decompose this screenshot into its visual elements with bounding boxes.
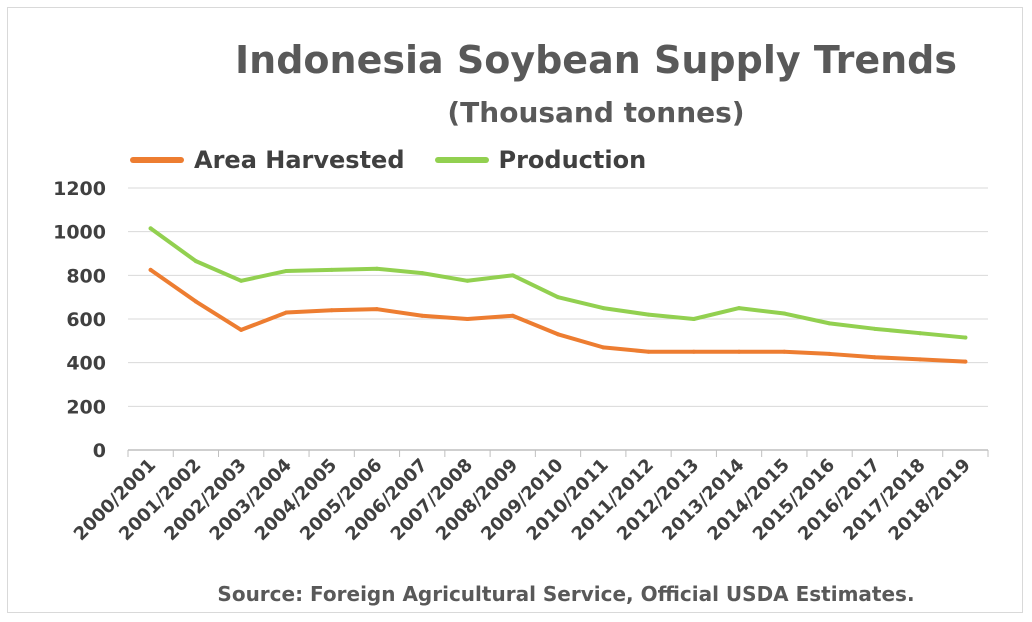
data-point-production xyxy=(374,266,379,271)
y-tick-label: 0 xyxy=(93,440,106,462)
series-line-production xyxy=(148,226,968,340)
data-point-area-harvested xyxy=(963,359,968,364)
y-tick-label: 200 xyxy=(66,396,106,418)
data-point-area-harvested xyxy=(646,349,651,354)
data-point-area-harvested xyxy=(782,349,787,354)
chart-legend: Area Harvested Production xyxy=(130,146,646,174)
y-tick-label: 1000 xyxy=(53,222,106,244)
data-point-production xyxy=(872,326,877,331)
legend-swatch-area-harvested xyxy=(130,157,184,163)
data-point-production xyxy=(329,267,334,272)
data-point-production xyxy=(239,278,244,283)
data-point-production xyxy=(601,306,606,311)
data-point-production xyxy=(510,273,515,278)
data-point-area-harvested xyxy=(691,349,696,354)
data-point-production xyxy=(646,312,651,317)
data-point-production xyxy=(827,321,832,326)
legend-label-production: Production xyxy=(498,146,647,174)
data-point-production xyxy=(465,278,470,283)
data-point-area-harvested xyxy=(148,267,153,272)
data-point-area-harvested xyxy=(918,357,923,362)
data-point-area-harvested xyxy=(601,345,606,350)
data-point-area-harvested xyxy=(510,313,515,318)
legend-item-area-harvested: Area Harvested xyxy=(130,146,405,174)
data-point-area-harvested xyxy=(872,355,877,360)
data-point-production xyxy=(148,226,153,231)
data-point-production xyxy=(420,271,425,276)
data-point-area-harvested xyxy=(374,307,379,312)
data-point-area-harvested xyxy=(193,299,198,304)
data-point-production xyxy=(691,317,696,321)
y-tick-label: 1200 xyxy=(53,178,106,200)
data-point-area-harvested xyxy=(284,310,289,315)
data-point-area-harvested xyxy=(329,308,334,313)
data-point-production xyxy=(782,311,787,316)
y-tick-label: 400 xyxy=(66,353,106,375)
legend-label-area-harvested: Area Harvested xyxy=(194,146,405,174)
data-point-production xyxy=(737,306,742,311)
data-point-area-harvested xyxy=(465,317,470,321)
chart-subtitle: (Thousand tonnes) xyxy=(447,96,745,129)
data-point-production xyxy=(556,295,560,300)
chart-title: Indonesia Soybean Supply Trends xyxy=(235,38,957,82)
data-point-area-harvested xyxy=(827,351,832,356)
chart-frame xyxy=(7,7,1023,613)
data-point-area-harvested xyxy=(556,332,560,337)
data-point-area-harvested xyxy=(420,313,425,318)
data-point-production xyxy=(284,268,289,273)
series-line-area-harvested xyxy=(148,267,968,364)
data-point-production xyxy=(963,335,968,340)
data-point-area-harvested xyxy=(737,349,742,354)
y-tick-label: 600 xyxy=(66,309,106,331)
data-point-production xyxy=(193,259,198,264)
data-point-area-harvested xyxy=(239,327,244,332)
legend-swatch-production xyxy=(434,157,489,163)
data-point-production xyxy=(918,331,923,336)
y-tick-label: 800 xyxy=(66,265,106,287)
legend-item-production: Production xyxy=(434,146,647,174)
chart-source: Source: Foreign Agricultural Service, Of… xyxy=(217,582,915,606)
